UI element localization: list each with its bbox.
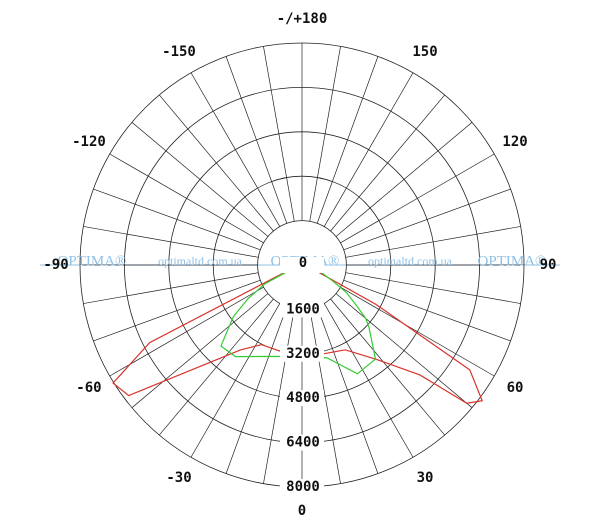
tick-label-bg: [280, 345, 324, 362]
theta-tick-label: 60: [507, 380, 524, 396]
tick-label-bg: [280, 390, 324, 407]
r-tick-label: 3200: [286, 346, 320, 362]
theta-tick-label: 120: [502, 134, 527, 150]
r-tick-label: 8000: [286, 479, 320, 495]
theta-tick-label: -/+180: [277, 11, 328, 27]
tick-label-bg: [280, 434, 324, 451]
theta-tick-label: 30: [417, 470, 434, 486]
r-tick-label: 0: [299, 255, 307, 271]
theta-tick-label: 0: [298, 503, 306, 519]
watermark: OPTIMA®: [478, 253, 547, 269]
theta-tick-label: -120: [72, 134, 106, 150]
theta-tick-label: -90: [43, 257, 68, 273]
watermark: optimaltd.com.ua: [368, 254, 453, 268]
tick-label-bg: [280, 257, 324, 273]
theta-tick-label: 90: [540, 257, 557, 273]
watermark: optimaltd.com.ua: [158, 254, 243, 268]
theta-tick-label: 150: [412, 44, 437, 60]
theta-tick-label: -30: [166, 470, 191, 486]
tick-label-bg: [280, 301, 324, 318]
theta-tick-label: -150: [162, 44, 196, 60]
r-tick-label: 6400: [286, 435, 320, 451]
watermark: OPTIMA®: [58, 253, 127, 269]
theta-tick-label: -60: [76, 380, 101, 396]
r-tick-label: 1600: [286, 301, 320, 317]
r-tick-label: 4800: [286, 390, 320, 406]
tick-label-bg: [280, 479, 324, 495]
